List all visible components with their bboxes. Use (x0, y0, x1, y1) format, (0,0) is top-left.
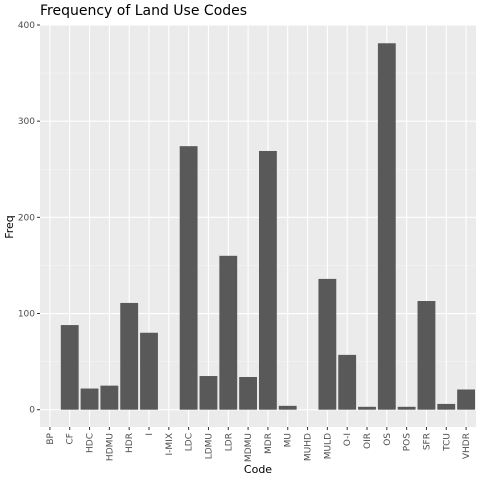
bar-sfr (418, 301, 436, 410)
x-tick-label: MU (284, 433, 294, 447)
x-tick-label: HDMU (105, 433, 115, 461)
bar-oir (358, 407, 376, 410)
chart-title: Frequency of Land Use Codes (40, 3, 247, 19)
bar-cf (61, 325, 79, 410)
bar-pos (398, 407, 416, 410)
x-tick-label: MDR (264, 433, 274, 454)
y-tick-label: 0 (29, 406, 35, 416)
x-tick-label: OS (383, 433, 393, 446)
x-tick-label: LDC (185, 433, 195, 451)
x-tick-label: HDC (86, 433, 96, 453)
x-tick-label: LDMU (204, 433, 214, 459)
bar-ldc (180, 146, 198, 410)
x-tick-label: TCU (442, 433, 452, 452)
x-tick-label: MULD (323, 433, 333, 459)
bar-hdc (81, 389, 99, 410)
x-tick-label: HDR (125, 433, 135, 453)
plot-panel (40, 25, 476, 427)
bar-os (378, 43, 396, 409)
bar-muld (318, 279, 336, 410)
y-axis-title: Freq (3, 215, 16, 239)
bar-mdr (259, 151, 277, 410)
bar-ldmu (200, 376, 218, 410)
y-tick-label: 400 (18, 21, 35, 31)
x-tick-label: CF (66, 433, 76, 444)
bar-hdr (120, 303, 138, 410)
x-tick-label: O-I (343, 433, 353, 446)
x-tick-label: OIR (363, 433, 373, 449)
bar-i (140, 333, 158, 410)
bar-vhdr (457, 389, 475, 409)
y-tick-label: 200 (18, 213, 35, 223)
x-tick-label: LDR (224, 433, 234, 451)
bar-ldr (219, 256, 237, 410)
x-tick-label: MUHD (304, 433, 314, 461)
x-tick-label: MDMU (244, 433, 254, 462)
x-axis-title: Code (244, 463, 272, 476)
bar-mu (279, 406, 297, 410)
x-tick-label: BP (46, 432, 56, 444)
y-tick-label: 300 (18, 117, 35, 127)
bar-tcu (437, 404, 455, 410)
bar-o-i (338, 355, 356, 410)
y-axis: 0 100 200 300 400 (18, 21, 40, 416)
x-axis: BP CF HDC HDMU HDR I I-MIX LDC LDMU LDR MDMU MDR MU M… (46, 427, 472, 462)
bar-mdmu (239, 377, 257, 410)
x-tick-label: POS (403, 433, 413, 452)
x-tick-label: SFR (422, 433, 432, 450)
y-tick-label: 100 (18, 310, 35, 320)
x-tick-label: I-MIX (165, 433, 175, 456)
x-tick-label: VHDR (462, 433, 472, 459)
x-tick-label: I (145, 433, 155, 436)
bar-hdmu (100, 386, 118, 410)
